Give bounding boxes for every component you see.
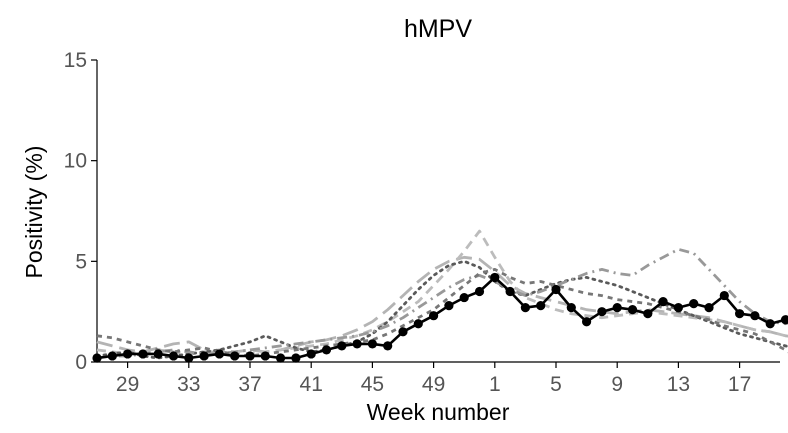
series-point [536,301,546,311]
series-line-2 [96,229,788,356]
series-point [383,341,393,351]
series-point [276,353,286,363]
x-tick-label: 5 [550,373,562,396]
series-point [735,309,745,319]
series-point [612,303,622,313]
chart-title: hMPV [404,15,472,43]
series-point [566,303,576,313]
series-point [765,319,775,329]
series-point [367,339,377,349]
y-axis: 0 5 10 15 [64,49,98,374]
series-line-6 [96,276,786,360]
x-tick-label: 41 [300,373,323,396]
series-point [107,351,117,361]
series-point [352,339,362,349]
series-point [245,351,255,361]
series-line-1 [96,255,788,356]
series-point [689,299,699,309]
series-point [474,286,485,297]
x-axis: 29333741454915913172125 [97,361,780,396]
series-point [459,292,469,303]
series-point [291,353,301,363]
x-tick-label: 45 [361,373,384,396]
series-point [750,311,760,321]
series-point [658,297,668,307]
series-line-5 [96,267,788,358]
x-tick-label: 49 [422,373,445,396]
y-tick-label: 0 [75,351,87,374]
series-point [199,351,209,361]
series-point [719,290,729,301]
series-point [520,303,531,313]
x-tick-label: 1 [489,373,501,396]
series-point [337,341,347,351]
y-axis-title: Positivity (%) [21,146,47,279]
series-point [214,349,224,359]
x-tick-label: 37 [238,373,261,396]
series-point [123,349,133,359]
series-point [505,286,515,297]
y-tick-label: 5 [75,250,87,273]
series-point [643,309,653,319]
series-point [306,349,316,359]
series-layer [92,229,788,363]
y-tick-label: 15 [64,49,87,72]
series-point [138,349,148,359]
series-point [444,301,454,311]
x-tick-label: 13 [667,373,690,396]
y-tick-label: 10 [64,150,87,173]
series-point [398,327,408,337]
series-point [92,353,102,363]
series-point [153,349,163,359]
series-point [582,317,592,327]
series-point [704,303,714,313]
x-axis-title: Week number [367,399,510,425]
x-tick-label: 33 [177,373,200,396]
x-tick-label: 9 [611,373,623,396]
series-point [627,305,638,315]
series-point [780,315,788,325]
series-line-3 [95,259,788,360]
series-point [490,272,500,283]
series-point [168,351,179,361]
series-point [551,284,561,295]
series-point [413,319,423,329]
series-point [184,353,194,363]
series-point [230,351,240,361]
series-line-4 [96,247,788,360]
series-point [673,303,684,313]
series-point [260,351,270,361]
series-point [429,311,439,321]
x-tick-label: 29 [116,373,139,396]
x-tick-label: 17 [728,373,751,396]
series-point [321,345,332,355]
series-point [597,307,607,317]
